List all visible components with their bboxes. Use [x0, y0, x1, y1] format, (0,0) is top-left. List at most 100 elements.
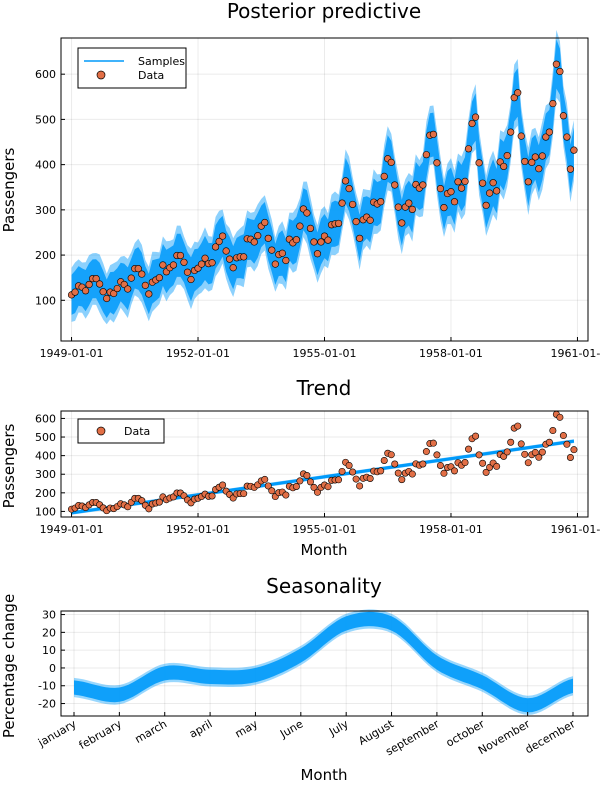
data-point-posterior-139 — [556, 67, 564, 76]
data-point-trend-125 — [507, 438, 515, 446]
data-point-posterior-52 — [250, 238, 258, 246]
data-point-trend-106 — [440, 469, 448, 477]
data-point-trend-77 — [338, 467, 346, 475]
data-point-posterior-121 — [493, 187, 501, 195]
x-tick-label-seasonality-3: april — [187, 717, 215, 740]
data-point-posterior-29 — [169, 261, 178, 269]
samples-band — [71, 29, 574, 325]
data-point-trend-109 — [450, 467, 458, 475]
data-point-posterior-134 — [538, 152, 546, 160]
data-point-posterior-69 — [310, 238, 318, 246]
data-point-trend-112 — [461, 459, 469, 467]
data-point-posterior-53 — [254, 232, 262, 240]
data-point-posterior-88 — [377, 198, 385, 206]
data-point-trend-133 — [535, 453, 543, 461]
data-point-posterior-41 — [211, 243, 220, 251]
data-point-posterior-104 — [433, 159, 441, 167]
data-point-posterior-38 — [201, 254, 209, 262]
data-point-posterior-119 — [486, 189, 494, 197]
x-ticks-posterior: 1949-01-01 1952-01-01 1955-01-01 1958-01-01… — [40, 337, 600, 360]
data-point-posterior-68 — [306, 224, 315, 232]
data-point-trend-105 — [436, 461, 444, 469]
y-axis-label-posterior: Passengers — [0, 147, 18, 232]
data-point-posterior-105 — [436, 184, 445, 193]
data-point-posterior-71 — [317, 238, 325, 246]
data-point-trend-129 — [521, 450, 529, 458]
data-point-posterior-127 — [514, 89, 522, 97]
x-tick-label-posterior-1: 1952-01-01 — [166, 347, 230, 360]
data-point-posterior-65 — [296, 222, 304, 230]
data-point-trend-124 — [503, 448, 511, 456]
data-point-trend-128 — [517, 440, 525, 448]
data-point-posterior-8 — [96, 280, 104, 288]
x-tick-label-trend-4: 1961-01-01 — [550, 523, 600, 536]
data-point-posterior-70 — [313, 250, 322, 258]
chart-title-posterior: Posterior predictive — [227, 0, 421, 23]
data-point-posterior-5 — [85, 280, 93, 289]
x-tick-label-seasonality-10: November — [476, 717, 532, 757]
data-point-trend-142 — [566, 453, 574, 461]
data-point-posterior-109 — [450, 198, 459, 206]
data-point-posterior-44 — [222, 247, 230, 255]
data-point-posterior-125 — [507, 128, 515, 136]
panel-posterior-predictive: Posterior predictive 100200300400500600 … — [0, 0, 600, 360]
y-axis-label-trend: Passengers — [0, 423, 18, 508]
y-axis-label-seasonality: Percentage change — [0, 594, 18, 738]
data-point-trend-61 — [282, 491, 290, 499]
y-tick-label-trend-3: 400 — [35, 450, 56, 463]
data-point-posterior-113 — [464, 145, 473, 153]
data-point-trend-25 — [155, 498, 163, 506]
legend-trend: Data — [77, 418, 165, 444]
data-point-posterior-78 — [341, 177, 350, 185]
data-point-posterior-7 — [92, 274, 100, 283]
data-point-posterior-137 — [549, 99, 557, 108]
data-point-posterior-108 — [447, 188, 455, 196]
chart-title-seasonality: Seasonality — [266, 574, 382, 598]
x-tick-label-seasonality-1: february — [77, 717, 125, 752]
data-point-trend-93 — [394, 469, 402, 477]
data-point-posterior-135 — [542, 133, 550, 141]
x-tick-label-posterior-2: 1955-01-01 — [293, 347, 357, 360]
data-point-trend-136 — [545, 438, 553, 446]
plot-frame-seasonality — [60, 610, 589, 717]
data-point-posterior-111 — [457, 184, 466, 192]
data-point-trend-118 — [482, 468, 490, 476]
data-point-posterior-91 — [387, 158, 395, 166]
data-points-posterior — [67, 60, 578, 303]
data-point-posterior-94 — [398, 219, 406, 227]
data-point-posterior-12 — [110, 289, 118, 298]
data-point-trend-121 — [493, 462, 501, 470]
data-point-trend-89 — [380, 456, 388, 464]
y-tick-label-posterior-3: 400 — [35, 159, 56, 172]
legend-data-label: Data — [138, 69, 164, 82]
data-point-trend-130 — [524, 459, 532, 467]
data-point-posterior-93 — [394, 203, 402, 211]
data-point-posterior-92 — [391, 181, 399, 189]
data-point-posterior-19 — [134, 265, 142, 273]
data-point-posterior-43 — [219, 232, 227, 240]
legend-box-trend — [77, 418, 165, 444]
data-point-posterior-17 — [127, 274, 135, 282]
data-point-posterior-80 — [349, 200, 357, 209]
data-point-posterior-16 — [124, 285, 132, 293]
data-point-posterior-67 — [303, 209, 311, 217]
data-point-trend-73 — [324, 483, 332, 491]
data-point-trend-100 — [419, 460, 427, 468]
data-point-trend-70 — [313, 488, 321, 496]
x-tick-label-posterior-3: 1958-01-01 — [419, 347, 483, 360]
data-point-trend-127 — [514, 422, 522, 430]
data-point-posterior-118 — [482, 201, 490, 209]
seasonality-band-inner — [74, 611, 573, 713]
y-tick-label-trend-2: 300 — [35, 468, 56, 481]
data-point-posterior-124 — [503, 151, 511, 160]
data-point-trend-115 — [472, 432, 480, 440]
data-point-posterior-61 — [282, 256, 290, 265]
y-ticks-posterior: 100 200 300 400 500 600 — [35, 68, 65, 307]
x-tick-label-seasonality-5: June — [277, 717, 305, 741]
seasonality-band — [74, 609, 573, 715]
y-tick-label-seasonality-4: 20 — [42, 626, 56, 639]
data-point-posterior-81 — [352, 218, 360, 226]
data-point-trend-43 — [219, 481, 227, 489]
data-point-posterior-101 — [422, 151, 430, 159]
data-point-posterior-129 — [521, 157, 529, 166]
